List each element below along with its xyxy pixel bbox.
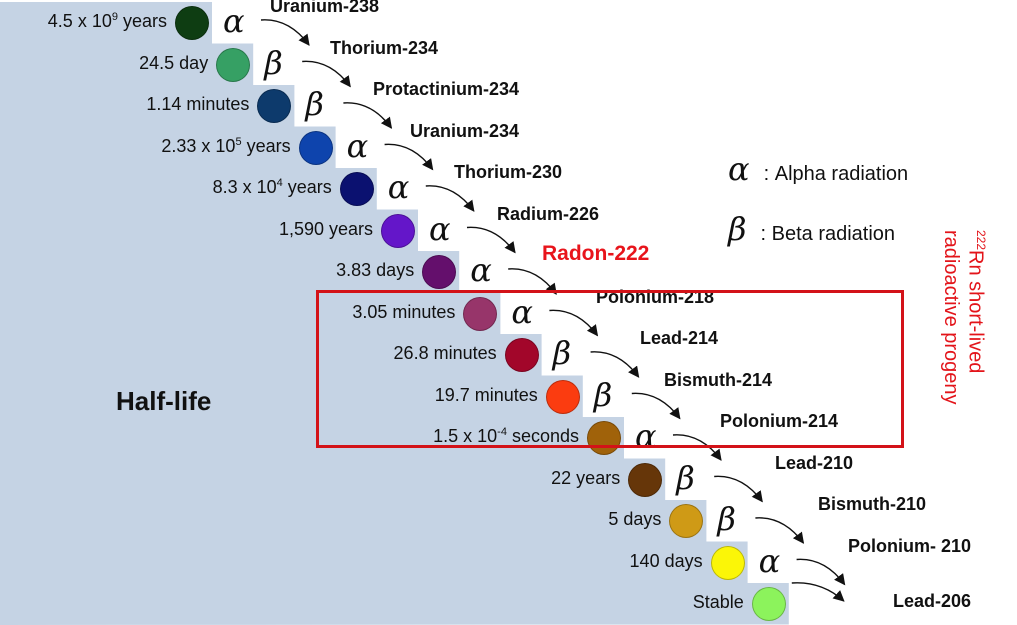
- progeny-highlight-box: [316, 290, 904, 448]
- halflife-label: 19.7 minutes: [434, 384, 538, 405]
- nuclide-ball: [339, 172, 374, 206]
- isotope-label: Bismuth-210: [818, 494, 927, 514]
- isotope-label: Uranium-234: [410, 120, 520, 141]
- beta-symbol: β: [717, 500, 736, 538]
- halflife-label: 2.33 x 105 years: [161, 135, 291, 156]
- isotope-label: Polonium- 210: [848, 535, 972, 556]
- halflife-label: 140 days: [629, 550, 703, 571]
- alpha-symbol: α: [511, 292, 533, 331]
- staircase-shape: [0, 2, 789, 625]
- progeny-mass: 222: [974, 230, 988, 251]
- isotope-label: Bismuth-214: [664, 369, 773, 390]
- halflife-label: 1.5 x 10-4 seconds: [433, 426, 579, 446]
- halflife-label: 3.05 minutes: [352, 301, 456, 322]
- halflife-label: 5 days: [608, 509, 662, 529]
- beta-symbol: β: [728, 210, 747, 248]
- nuclide-ball: [216, 47, 251, 82]
- isotope-label: Polonium-214: [720, 411, 839, 431]
- nuclide-ball: [587, 421, 621, 455]
- alpha-symbol: α: [635, 417, 657, 455]
- isotope-label: Lead-206: [893, 591, 972, 611]
- alpha-symbol: α: [758, 541, 781, 580]
- beta-symbol: β: [593, 375, 613, 414]
- alpha-symbol: α: [387, 168, 410, 206]
- beta-symbol: β: [676, 458, 695, 497]
- isotope-label: Radium-226: [497, 203, 600, 224]
- halflife-label: 1.14 minutes: [146, 94, 250, 114]
- nuclide-ball: [669, 504, 704, 538]
- beta-symbol: β: [264, 43, 283, 82]
- halflife-label: 8.3 x 104 years: [212, 177, 332, 197]
- nuclide-ball: [175, 6, 209, 40]
- alpha-symbol: α: [346, 126, 369, 165]
- halflife-label: 3.83 days: [336, 260, 415, 280]
- progeny-label: 222Rn short-lived radioactive progeny: [940, 230, 1001, 430]
- legend-beta: β : Beta radiation: [728, 210, 895, 248]
- halflife-label: 26.8 minutes: [393, 343, 497, 363]
- legend-alpha: α : Alpha radiation: [728, 150, 908, 188]
- beta-symbol: β: [305, 85, 324, 123]
- halflife-label: Stable: [692, 592, 744, 612]
- alpha-symbol: α: [728, 150, 750, 188]
- nuclide-ball: [257, 89, 292, 123]
- alpha-symbol: α: [223, 2, 245, 40]
- isotope-label: Uranium-238: [270, 0, 380, 16]
- nuclide-ball: [751, 587, 786, 621]
- halflife-title: Half-life: [116, 386, 212, 416]
- legend-alpha-label: : Alpha radiation: [763, 163, 909, 185]
- nuclide-ball: [463, 296, 498, 331]
- nuclide-ball: [504, 338, 539, 372]
- beta-symbol: β: [552, 334, 572, 372]
- halflife-label: 1,590 years: [278, 218, 373, 239]
- progeny-label-line2: radioactive progeny: [940, 230, 963, 405]
- halflife-label: 22 years: [551, 467, 621, 488]
- halflife-label: 4.5 x 109 years: [47, 11, 167, 31]
- isotope-label: Thorium-234: [330, 37, 439, 58]
- isotope-label: Protactinium-234: [373, 79, 520, 99]
- progeny-label-line1: Rn short-lived: [964, 250, 987, 374]
- alpha-symbol: α: [429, 209, 451, 248]
- legend-beta-label: : Beta radiation: [760, 223, 896, 245]
- nuclide-ball: [422, 255, 457, 289]
- isotope-label: Lead-214: [640, 328, 719, 348]
- nuclide-ball: [710, 545, 745, 580]
- isotope-label: Lead-210: [775, 452, 854, 473]
- isotope-label: Thorium-230: [454, 162, 563, 182]
- alpha-symbol: α: [470, 251, 492, 289]
- halflife-label: 24.5 day: [139, 52, 209, 73]
- nuclide-ball: [545, 379, 580, 414]
- nuclide-ball: [628, 462, 663, 497]
- isotope-label: Radon-222: [542, 242, 650, 265]
- nuclide-ball: [381, 213, 415, 248]
- nuclide-ball: [298, 130, 333, 165]
